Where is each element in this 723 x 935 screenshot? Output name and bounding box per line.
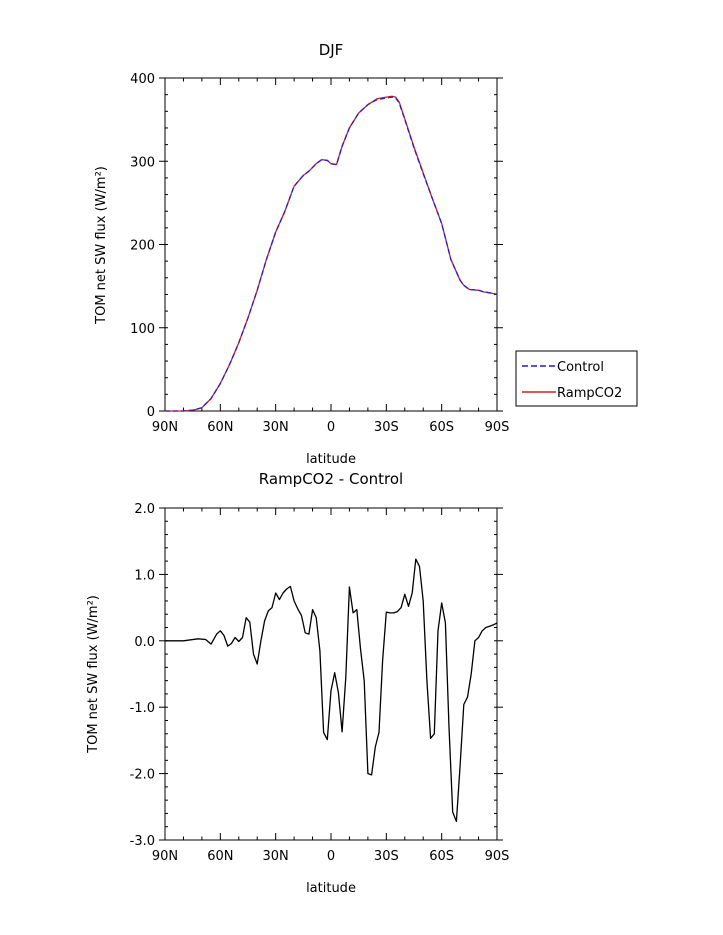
- top-series-control-line: [165, 96, 498, 412]
- bottom-chart-title: RampCO2 - Control: [259, 470, 403, 488]
- top-x-tick-label: 90S: [485, 420, 510, 435]
- legend: Control RampCO2: [515, 350, 638, 407]
- top-x-tick-label: 30N: [263, 420, 289, 435]
- top-chart-title: DJF: [319, 41, 344, 59]
- bottom-x-tick-label: 60S: [429, 849, 454, 864]
- bottom-x-axis-label: latitude: [306, 881, 356, 896]
- top-y-tick-label: 0: [147, 405, 155, 420]
- bottom-y-tick-label: 0.0: [134, 635, 155, 650]
- bottom-x-tick-label: 90N: [152, 849, 178, 864]
- top-y-axis-label: TOM net SW flux (W/m²): [94, 166, 109, 325]
- top-x-tick-label: 0: [327, 420, 335, 435]
- top-chart: DJF 90N 60N 30N 0 30S 60S 90S 0 100 200 300 400 lat…: [94, 41, 638, 467]
- top-y-tick-label: 200: [130, 239, 155, 254]
- top-axes: 90N 60N 30N 0 30S 60S 90S 0 100 200 300 400: [130, 72, 509, 435]
- top-y-tick-label: 300: [130, 155, 155, 170]
- legend-label-control: Control: [557, 360, 604, 375]
- bottom-y-tick-label: -3.0: [130, 834, 155, 849]
- top-x-tick-label: 90N: [152, 420, 178, 435]
- bottom-axes: 90N 60N 30N 0 30S 60S 90S 2.0 1.0 0.0 -1.0 -2.0 -3.0: [130, 502, 510, 864]
- bottom-y-tick-label: 1.0: [134, 568, 155, 583]
- bottom-y-axis-label: TOM net SW flux (W/m²): [86, 595, 101, 754]
- legend-box: [515, 350, 638, 407]
- bottom-x-tick-label: 30N: [263, 849, 289, 864]
- bottom-chart: RampCO2 - Control 90N 60N 30N 0 30S 60S 90S 2.0…: [86, 470, 509, 896]
- top-x-tick-label: 30S: [374, 420, 399, 435]
- bottom-y-tick-label: 2.0: [134, 502, 155, 517]
- bottom-y-tick-label: -2.0: [130, 768, 155, 783]
- bottom-x-tick-label: 60N: [207, 849, 233, 864]
- top-series-lines: [165, 95, 498, 412]
- top-x-axis-label: latitude: [306, 452, 356, 467]
- bottom-x-tick-label: 90S: [485, 849, 510, 864]
- bottom-x-tick-label: 0: [327, 849, 335, 864]
- bottom-series-lines: [165, 558, 498, 823]
- top-x-tick-label: 60S: [429, 420, 454, 435]
- top-x-tick-label: 60N: [207, 420, 233, 435]
- bottom-x-tick-label: 30S: [374, 849, 399, 864]
- top-y-tick-label: 400: [130, 72, 155, 87]
- legend-label-rampco2: RampCO2: [557, 386, 622, 401]
- bottom-series-difference-line: [165, 558, 498, 823]
- top-y-tick-label: 100: [130, 322, 155, 337]
- bottom-y-tick-label: -1.0: [130, 701, 155, 716]
- top-series-rampco2-line: [165, 95, 498, 412]
